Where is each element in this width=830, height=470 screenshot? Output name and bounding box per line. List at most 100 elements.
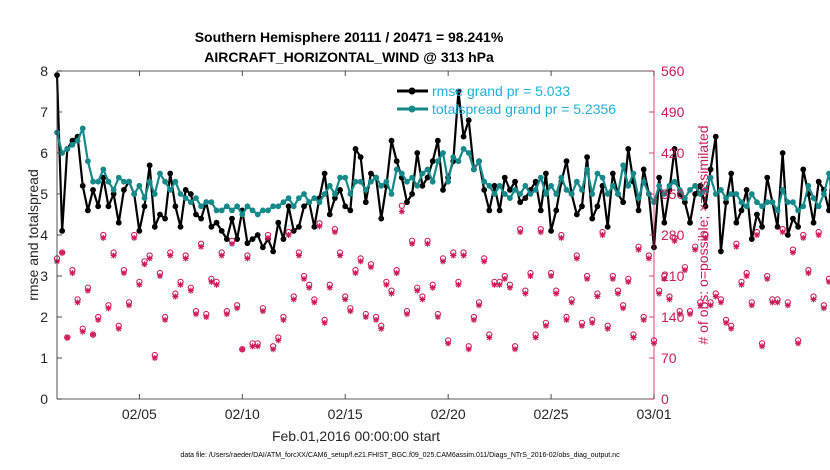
obs-assimilated-point xyxy=(414,287,421,294)
series-point-rmse xyxy=(723,199,729,206)
series-point-totalspread xyxy=(121,178,127,185)
obs-assimilated-point xyxy=(573,255,580,262)
series-point-totalspread xyxy=(115,174,122,181)
series-point-totalspread xyxy=(558,174,565,181)
series-point-rmse xyxy=(759,223,765,230)
y-left-tick-label: 2 xyxy=(40,309,48,325)
series-point-totalspread xyxy=(820,191,827,197)
series-point-totalspread xyxy=(512,187,518,193)
series-point-totalspread xyxy=(764,199,771,206)
series-point-totalspread xyxy=(810,195,817,202)
obs-assimilated-point xyxy=(259,308,266,315)
obs-assimilated-point xyxy=(203,314,210,320)
obs-assimilated-point xyxy=(522,290,529,297)
series-point-totalspread xyxy=(790,199,796,206)
series-point-totalspread xyxy=(64,146,71,152)
series-point-rmse xyxy=(393,158,400,165)
y-left-tick-label: 8 xyxy=(40,63,48,79)
series-point-rmse xyxy=(285,203,292,210)
series-point-totalspread xyxy=(723,195,729,202)
y-left-tick-label: 5 xyxy=(40,186,48,202)
series-point-totalspread xyxy=(295,195,302,202)
series-point-totalspread xyxy=(455,158,462,165)
series-point-rmse xyxy=(506,187,513,193)
obs-assimilated-point xyxy=(476,302,483,309)
y-left-tick-label: 7 xyxy=(40,104,48,120)
obs-assimilated-point xyxy=(223,311,230,318)
obs-assimilated-point xyxy=(625,278,632,285)
obs-assimilated-point xyxy=(352,270,359,277)
series-point-rmse xyxy=(275,219,282,226)
series-point-totalspread xyxy=(136,182,143,189)
obs-assimilated-point xyxy=(316,223,323,230)
series-point-totalspread xyxy=(434,158,441,165)
obs-assimilated-point xyxy=(105,305,112,312)
series-point-rmse xyxy=(177,223,184,230)
series-point-rmse xyxy=(640,166,647,173)
obs-assimilated-point xyxy=(419,296,426,303)
obs-assimilated-point xyxy=(506,284,513,291)
y-left-tick-label: 6 xyxy=(40,145,48,161)
series-point-totalspread xyxy=(522,182,529,189)
series-point-rmse xyxy=(368,170,374,177)
series-point-totalspread xyxy=(429,178,436,185)
obs-assimilated-point xyxy=(301,275,308,282)
series-point-totalspread xyxy=(208,199,215,206)
series-point-totalspread xyxy=(506,195,513,202)
obs-assimilated-point xyxy=(162,316,169,323)
series-point-rmse xyxy=(440,187,446,193)
series-point-totalspread xyxy=(265,207,271,214)
y-left-axis-label: rmse and totalspread xyxy=(25,169,41,301)
obs-assimilated-point xyxy=(800,234,807,241)
obs-assimilated-point xyxy=(825,278,830,285)
series-point-rmse xyxy=(59,228,66,234)
series-point-totalspread xyxy=(59,150,66,156)
series-point-totalspread xyxy=(440,150,446,156)
data-file-footnote: data file: /Users/raeder/DAI/ATM_forcXX/… xyxy=(180,452,620,459)
series-point-rmse xyxy=(486,207,493,214)
legend-spread-label: totalspread grand pr = 5.2356 xyxy=(432,101,616,117)
series-point-rmse xyxy=(609,170,616,177)
series-point-rmse xyxy=(326,211,333,218)
y-right-tick-label: 140 xyxy=(661,309,685,325)
series-point-totalspread xyxy=(517,191,524,197)
series-point-rmse xyxy=(90,187,96,193)
series-point-totalspread xyxy=(681,195,688,202)
series-point-totalspread xyxy=(239,211,246,218)
obs-assimilated-point xyxy=(707,302,714,309)
series-point-rmse xyxy=(429,158,436,165)
obs-assimilated-point xyxy=(234,305,241,312)
obs-assimilated-point xyxy=(254,343,261,350)
obs-assimilated-point xyxy=(79,328,86,335)
series-point-totalspread xyxy=(290,203,297,210)
obs-assimilated-point xyxy=(393,270,400,277)
series-point-rmse xyxy=(779,150,786,156)
legend: rmse grand pr = 5.033 totalspread grand … xyxy=(397,83,616,117)
series-point-totalspread xyxy=(769,199,776,206)
series-point-totalspread xyxy=(105,178,112,185)
obs-assimilated-point xyxy=(115,325,122,332)
series-point-totalspread xyxy=(692,182,699,189)
series-point-totalspread xyxy=(223,203,230,210)
obs-assimilated-point xyxy=(599,232,606,238)
series-point-rmse xyxy=(110,191,117,197)
y-right-tick-label: 420 xyxy=(661,145,685,161)
obs-assimilated-point xyxy=(424,240,431,247)
series-point-totalspread xyxy=(234,203,241,210)
obs-assimilated-point xyxy=(764,275,771,282)
series-point-rmse xyxy=(167,170,174,177)
y-right-tick-label: 210 xyxy=(661,268,685,284)
series-point-rmse xyxy=(388,137,395,144)
series-point-rmse xyxy=(295,223,302,230)
obs-assimilated-point xyxy=(774,299,781,306)
series-point-rmse xyxy=(455,88,462,95)
obs-assimilated-point xyxy=(84,287,91,294)
series-point-totalspread xyxy=(599,174,606,181)
obs-assimilated-point xyxy=(512,346,519,353)
legend-rmse-marker xyxy=(408,87,416,95)
series-point-rmse xyxy=(620,199,627,206)
series-point-totalspread xyxy=(409,174,416,181)
obs-assimilated-point xyxy=(182,255,189,262)
series-point-rmse xyxy=(790,215,796,222)
obs-assimilated-point xyxy=(187,287,194,294)
